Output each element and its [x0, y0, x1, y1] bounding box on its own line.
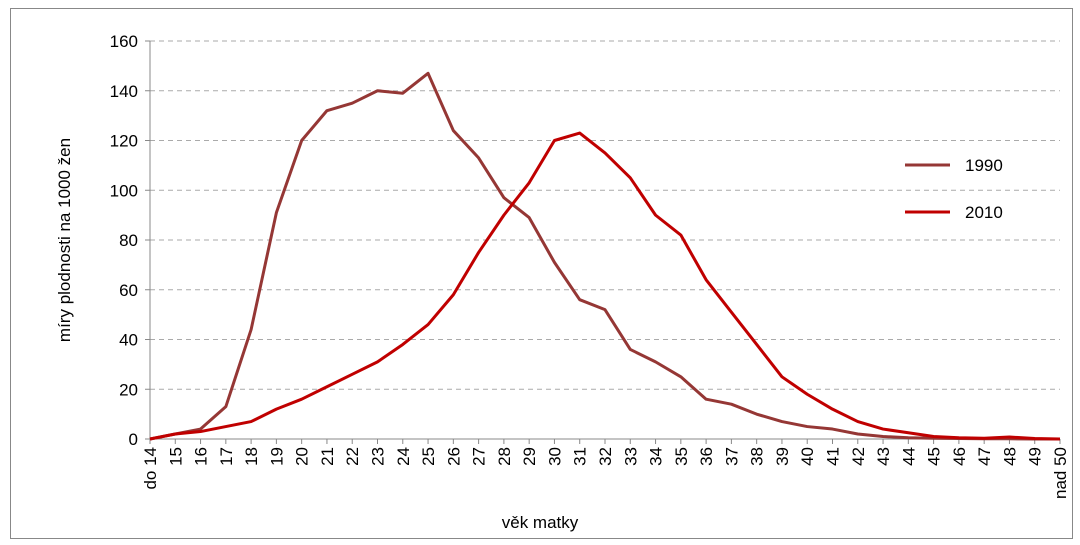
x-tick-label: 36 [697, 447, 716, 466]
x-tick-label: 30 [545, 447, 564, 466]
x-tick-label: 46 [950, 447, 969, 466]
x-tick-label: 24 [394, 447, 413, 466]
x-tick-label: 20 [293, 447, 312, 466]
x-tick-label: do 14 [141, 447, 160, 490]
x-tick-label: 37 [722, 447, 741, 466]
x-tick-label: 16 [192, 447, 211, 466]
x-tick-label: 21 [318, 447, 337, 466]
x-tick-label: 27 [470, 447, 489, 466]
x-tick-label: 35 [672, 447, 691, 466]
x-tick-label: 45 [925, 447, 944, 466]
x-tick-label: 48 [1000, 447, 1019, 466]
legend-label: 2010 [965, 203, 1003, 222]
x-tick-label: 44 [899, 447, 918, 466]
x-tick-label: 49 [1026, 447, 1045, 466]
x-tick-label: 38 [748, 447, 767, 466]
legend-label: 1990 [965, 156, 1003, 175]
x-tick-label: 42 [849, 447, 868, 466]
x-tick-label: 15 [166, 447, 185, 466]
y-tick-label: 100 [110, 181, 138, 200]
x-tick-label: 19 [267, 447, 286, 466]
y-tick-label: 60 [119, 281, 138, 300]
x-tick-label: 39 [773, 447, 792, 466]
x-tick-label: 47 [975, 447, 994, 466]
x-tick-label: 33 [621, 447, 640, 466]
series-line [149, 131, 1061, 441]
y-axis-label: míry plodnosti na 1000 žen [55, 138, 74, 342]
x-tick-label: 41 [824, 447, 843, 466]
chart-border [10, 8, 1073, 539]
x-tick-label: 34 [647, 447, 666, 466]
x-tick-label: 29 [520, 447, 539, 466]
x-tick-label: 40 [798, 447, 817, 466]
series-line [149, 71, 1060, 441]
y-tick-label: 160 [110, 32, 138, 51]
y-tick-label: 140 [110, 82, 138, 101]
x-tick-label: 28 [495, 447, 514, 466]
x-tick-label: 43 [874, 447, 893, 466]
y-tick-label: 20 [119, 380, 138, 399]
x-tick-label: 32 [596, 447, 615, 466]
x-tick-label: 22 [343, 447, 362, 466]
y-tick-label: 120 [110, 132, 138, 151]
x-tick-label: 31 [571, 447, 590, 466]
y-tick-label: 80 [119, 231, 138, 250]
x-tick-label: 23 [369, 447, 388, 466]
x-tick-label: nad 50 [1051, 447, 1070, 499]
x-axis-label: věk matky [502, 513, 579, 532]
y-tick-label: 0 [129, 430, 138, 449]
x-tick-label: 17 [217, 447, 236, 466]
x-tick-label: 18 [242, 447, 261, 466]
x-tick-label: 25 [419, 447, 438, 466]
y-tick-label: 40 [119, 331, 138, 350]
x-tick-label: 26 [444, 447, 463, 466]
